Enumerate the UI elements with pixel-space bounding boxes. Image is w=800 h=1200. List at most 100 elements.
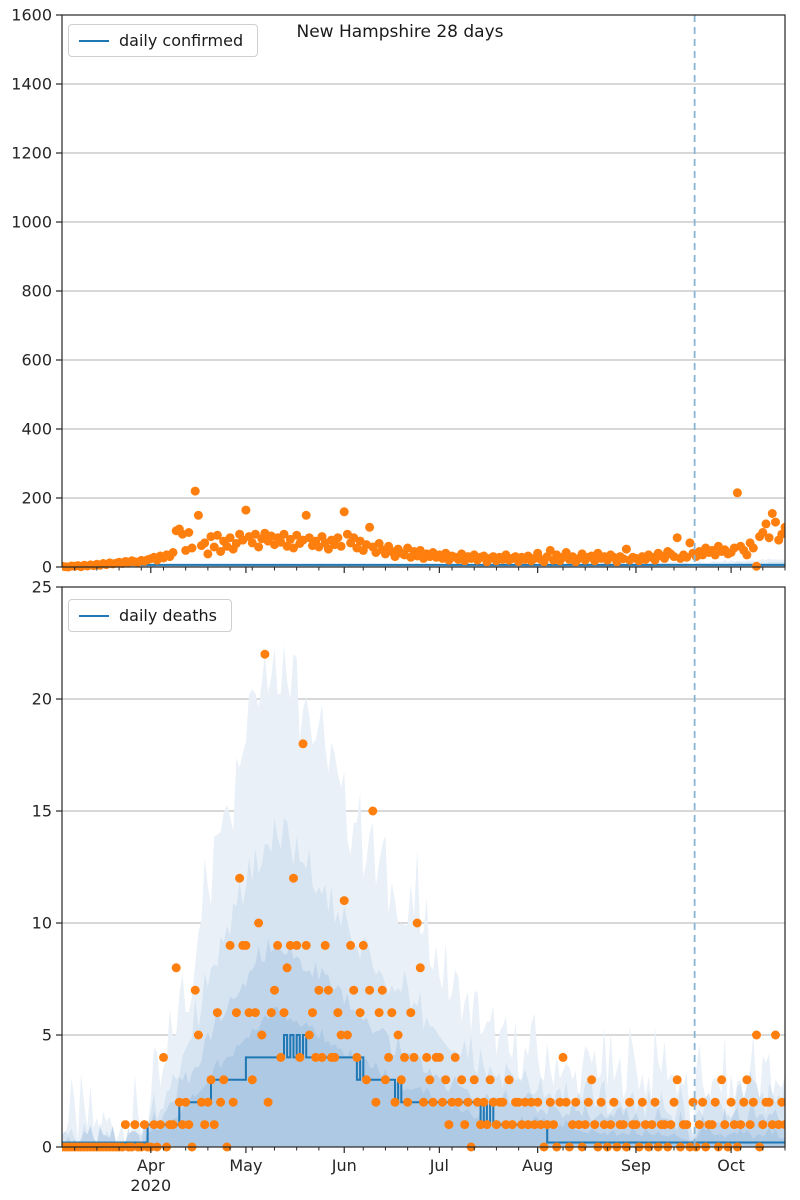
scatter-point bbox=[203, 1097, 213, 1107]
scatter-point bbox=[184, 528, 194, 537]
scatter-point bbox=[621, 544, 631, 554]
subplot-daily-confirmed: 0 200 400 600 800 1000 1200 1400 1600 bbox=[11, 6, 786, 577]
scatter-point bbox=[365, 985, 375, 995]
scatter-point bbox=[469, 1075, 479, 1085]
scatter-point bbox=[422, 1052, 432, 1062]
scatter-point bbox=[742, 550, 752, 560]
scatter-point bbox=[647, 1120, 657, 1130]
scatter-point bbox=[149, 1120, 159, 1130]
scatter-point bbox=[542, 1120, 552, 1130]
scatter-point bbox=[758, 1120, 768, 1130]
scatter-point bbox=[441, 1075, 451, 1085]
scatter-point bbox=[545, 1097, 555, 1107]
scatter-point bbox=[171, 963, 181, 973]
scatter-point bbox=[523, 1120, 533, 1130]
scatter-point bbox=[764, 1097, 774, 1107]
x-tick-label-Apr: Apr bbox=[137, 1156, 165, 1175]
scatter-point bbox=[761, 519, 771, 529]
scatter-point bbox=[273, 940, 283, 950]
scatter-point bbox=[200, 538, 210, 548]
y-tick-label: 20 bbox=[32, 690, 52, 709]
scatter-point bbox=[289, 543, 298, 553]
scatter-point bbox=[266, 1008, 276, 1018]
scatter-point bbox=[637, 1097, 647, 1107]
scatter-point bbox=[330, 1052, 340, 1062]
scatter-point bbox=[650, 1097, 660, 1107]
scatter-point bbox=[415, 963, 425, 973]
scatter-point bbox=[304, 1030, 314, 1040]
scatter-point bbox=[339, 507, 349, 517]
axes-border bbox=[61, 586, 786, 1148]
scatter-point bbox=[216, 547, 226, 556]
x-tick-label-May: May bbox=[229, 1156, 262, 1175]
y-tick-label: 600 bbox=[21, 351, 52, 370]
y-tick-label: 200 bbox=[21, 489, 52, 508]
scatter-point bbox=[739, 1097, 749, 1107]
x-tick-label-Aug: Aug bbox=[522, 1156, 553, 1175]
scatter-point bbox=[717, 1075, 727, 1085]
scatter-point bbox=[254, 918, 264, 928]
scatter-point bbox=[450, 1052, 460, 1062]
scatter-point bbox=[583, 1097, 593, 1107]
scatter-point bbox=[282, 963, 292, 973]
y-tick-label: 5 bbox=[42, 1026, 52, 1045]
scatter-point bbox=[336, 541, 346, 551]
scatter-point bbox=[472, 1097, 482, 1107]
scatter-point bbox=[393, 1030, 403, 1040]
scatter-point bbox=[732, 488, 742, 498]
scatter-point bbox=[377, 985, 387, 995]
x-tick-label-Sep: Sep bbox=[621, 1156, 651, 1175]
scatter-point bbox=[244, 1008, 254, 1018]
scatter-point bbox=[453, 1097, 463, 1107]
scatter-point bbox=[771, 517, 780, 527]
y-tick-label: 15 bbox=[32, 802, 52, 821]
scatter-point bbox=[301, 510, 311, 520]
scatter-point bbox=[374, 1008, 384, 1018]
scatter-point bbox=[587, 1075, 597, 1085]
scatter-point bbox=[260, 649, 270, 659]
scatter-point bbox=[209, 1120, 219, 1130]
scatter-point bbox=[758, 528, 768, 537]
scatter-point bbox=[212, 530, 222, 540]
scatter-point bbox=[618, 1120, 628, 1130]
scatter-point bbox=[225, 940, 235, 950]
plot-area bbox=[62, 644, 785, 1152]
scatter-point bbox=[203, 549, 213, 559]
scatter-point bbox=[254, 542, 264, 552]
scatter-point bbox=[517, 1120, 527, 1130]
x-tick-label-Oct: Oct bbox=[717, 1156, 745, 1175]
scatter-point bbox=[752, 561, 761, 571]
scatter-point bbox=[501, 1120, 511, 1130]
scatter-point bbox=[504, 1075, 514, 1085]
scatter-point bbox=[710, 1097, 720, 1107]
scatter-point bbox=[561, 1097, 571, 1107]
scatter-point bbox=[216, 1097, 226, 1107]
scatter-point bbox=[184, 1120, 194, 1130]
scatter-point bbox=[311, 1052, 321, 1062]
scatter-point bbox=[545, 545, 555, 555]
scatter-point bbox=[631, 1120, 641, 1130]
legend-label: daily deaths bbox=[119, 606, 217, 625]
scatter-point bbox=[193, 1030, 203, 1040]
scatter-point bbox=[488, 1097, 498, 1107]
scatter-point bbox=[279, 1008, 289, 1018]
legend-line-swatch bbox=[79, 614, 109, 617]
scatter-point bbox=[396, 1075, 406, 1085]
scatter-point bbox=[745, 1120, 755, 1130]
confidence-band-4 bbox=[62, 1006, 785, 1147]
scatter-point bbox=[250, 529, 260, 539]
scatter-point bbox=[520, 1097, 530, 1107]
scatter-point bbox=[672, 533, 682, 543]
scatter-point bbox=[568, 1120, 577, 1130]
scatter-point bbox=[688, 1097, 698, 1107]
scatter-point bbox=[767, 1120, 777, 1130]
scatter-point bbox=[609, 1097, 619, 1107]
scatter-point bbox=[596, 1097, 606, 1107]
y-tick-label: 800 bbox=[21, 282, 52, 301]
scatter-point bbox=[507, 1120, 517, 1130]
scatter-point bbox=[349, 985, 359, 995]
scatter-point bbox=[530, 1120, 539, 1130]
scatter-point bbox=[355, 1008, 365, 1018]
legend-line-swatch bbox=[79, 39, 109, 42]
scatter-point bbox=[660, 1120, 669, 1130]
